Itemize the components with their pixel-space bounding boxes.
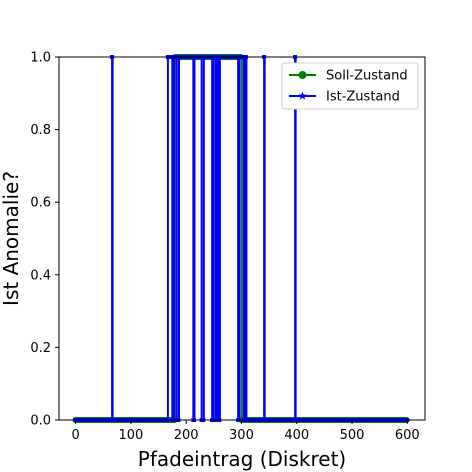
y-tick-label: 1.0 [30,51,51,66]
legend-label: Ist-Zustand [326,90,400,105]
x-tick-label: 500 [340,428,365,443]
series-line [75,56,408,421]
legend-item: Soll-Zustand [289,69,408,84]
y-axis-title: Ist Anomalie? [0,171,23,306]
x-tick-label: 600 [395,428,420,443]
y-tick-label: 0.0 [30,414,51,429]
y-tick-label: 0.6 [30,196,51,211]
x-tick-label: 400 [284,428,309,443]
x-axis-title: Pfadeintrag (Diskret) [138,447,346,471]
legend: Soll-Zustand Ist-Zustand [281,62,419,110]
y-tick-label: 0.2 [30,341,51,356]
y-tick-label: 0.4 [30,268,51,283]
x-tick-label: 100 [118,428,143,443]
legend-marker [298,91,307,100]
axes-frame [58,56,426,421]
x-tick-label: 300 [229,428,254,443]
legend-item: Ist-Zustand [289,90,400,105]
x-tick-label: 200 [174,428,199,443]
y-axis: 0.0 0.2 0.4 0.6 0.8 1.0 [30,51,59,429]
y-tick-label: 0.8 [30,123,51,138]
legend-label: Soll-Zustand [326,69,408,84]
legend-marker [298,71,307,79]
x-axis: 0 100 200 300 400 500 600 [71,420,420,443]
x-tick-label: 0 [71,428,79,443]
